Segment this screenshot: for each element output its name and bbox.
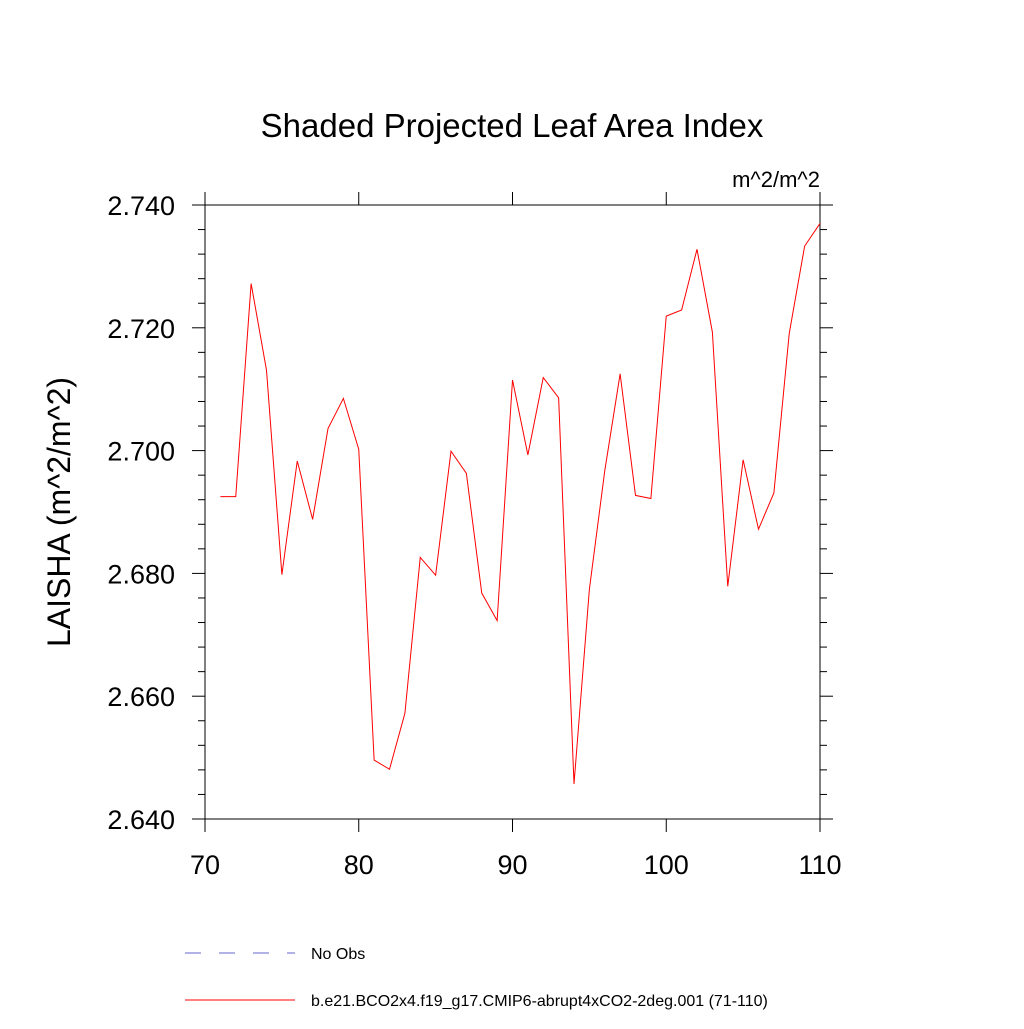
y-tick-label: 2.680 xyxy=(107,559,175,589)
y-tick-label: 2.720 xyxy=(107,314,175,344)
x-tick-label: 80 xyxy=(344,850,374,880)
ticks-layer: 70 80 90 100 110 2.640 2.660 2.680 2.700 2.720 2.7… xyxy=(107,191,841,880)
y-tick-label: 2.740 xyxy=(107,191,175,221)
y-tick-label: 2.640 xyxy=(107,805,175,835)
chart-title: Shaded Projected Leaf Area Index xyxy=(261,107,764,144)
x-tick-label: 90 xyxy=(497,850,527,880)
legend: No Obs b.e21.BCO2x4.f19_g17.CMIP6-abrupt… xyxy=(185,946,768,1010)
legend-label-no-obs: No Obs xyxy=(311,946,365,963)
legend-label-model: b.e21.BCO2x4.f19_g17.CMIP6-abrupt4xCO2-2… xyxy=(311,993,768,1010)
lines-layer xyxy=(220,223,821,785)
plot-frame xyxy=(204,204,821,820)
y-tick-label: 2.660 xyxy=(107,682,175,712)
x-tick-label: 100 xyxy=(644,850,689,880)
units-label: m^2/m^2 xyxy=(732,167,820,192)
y-tick-label: 2.700 xyxy=(107,437,175,467)
series-line xyxy=(220,223,821,785)
x-tick-label: 110 xyxy=(798,850,841,880)
x-tick-label: 70 xyxy=(190,850,220,880)
y-axis-label: LAISHA (m^2/m^2) xyxy=(41,377,77,647)
